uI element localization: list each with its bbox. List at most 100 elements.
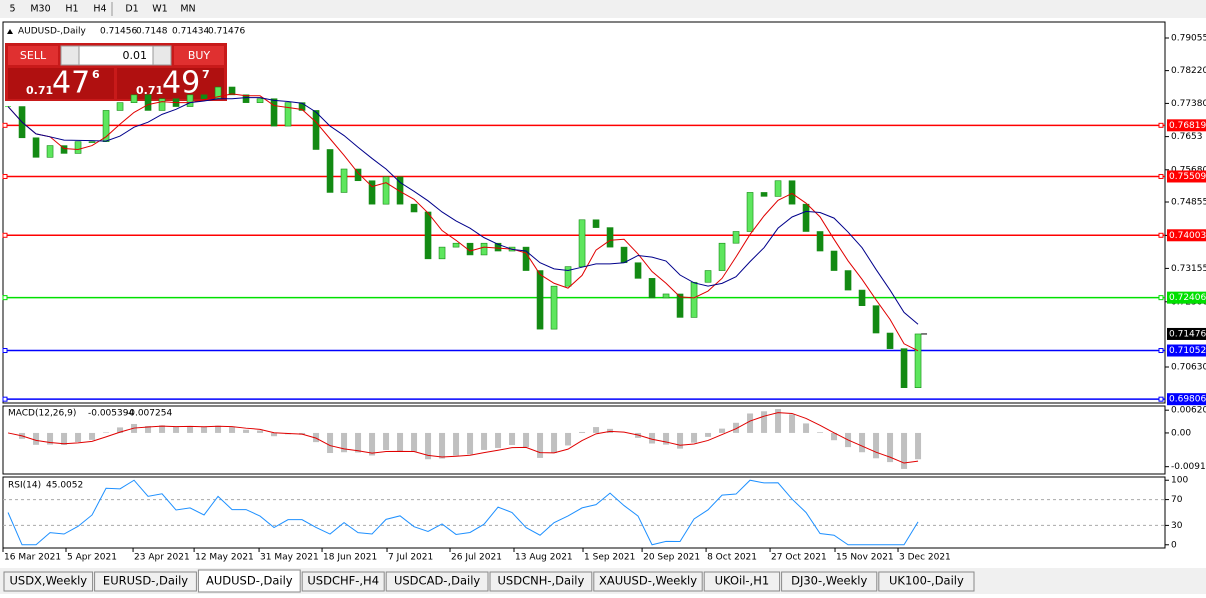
buy-price-pips: 49 — [162, 66, 200, 101]
tab-label: XAUUSD-,Weekly — [599, 574, 697, 588]
lot-up[interactable] — [153, 46, 171, 65]
timeframe-button[interactable]: H4 — [93, 4, 106, 15]
level-handle[interactable] — [1159, 174, 1163, 178]
rsi-value: 45.0052 — [46, 481, 83, 491]
candle — [579, 220, 585, 267]
level-handle[interactable] — [1159, 233, 1163, 237]
candle — [47, 146, 53, 158]
macd-bar — [369, 433, 375, 456]
macd-bar — [747, 413, 753, 432]
candle — [271, 99, 277, 126]
sell-price-pips: 47 — [52, 66, 90, 101]
macd-bar — [915, 433, 921, 459]
level-handle[interactable] — [3, 233, 7, 237]
macd-bar — [691, 433, 697, 443]
macd-bar — [593, 427, 599, 433]
tab-label: UK100-,Daily — [889, 574, 964, 588]
candle — [873, 306, 879, 333]
macd-bar — [719, 429, 725, 433]
candle — [341, 169, 347, 192]
candle — [649, 278, 655, 298]
level-handle[interactable] — [3, 397, 7, 401]
trade-panel: SELL 0.01 BUY 0.71 47 6 0.71 49 7 — [5, 43, 227, 101]
candle — [537, 271, 543, 330]
macd-bar — [873, 433, 879, 458]
candle — [887, 333, 893, 349]
y-tick-label: 0.77380 — [1171, 99, 1206, 109]
macd-bar — [509, 433, 515, 445]
level-handle[interactable] — [3, 349, 7, 353]
level-label: 0.74003 — [1169, 231, 1206, 241]
candle — [411, 204, 417, 212]
y-tick-label: 0.74855 — [1171, 198, 1206, 208]
tab-label: EURUSD-,Daily — [103, 574, 188, 588]
macd-bar — [481, 433, 487, 450]
candle — [719, 243, 725, 270]
macd-bar — [75, 433, 81, 442]
x-tick-label: 26 Jul 2021 — [451, 553, 502, 563]
level-handle[interactable] — [1159, 349, 1163, 353]
level-handle[interactable] — [1159, 397, 1163, 401]
timeframe-button[interactable]: H1 — [65, 4, 78, 15]
timeframe-button[interactable]: MN — [180, 4, 195, 15]
macd-bar — [565, 433, 571, 446]
lot-down[interactable] — [61, 46, 79, 65]
timeframe-button[interactable]: W1 — [152, 4, 167, 15]
timeframe-button[interactable]: D1 — [125, 4, 138, 15]
candle — [439, 247, 445, 259]
ohlc-value: 0.71434 — [172, 27, 209, 37]
macd-bar — [537, 433, 543, 458]
level-label: 0.71052 — [1169, 346, 1206, 356]
x-tick-label: 1 Sep 2021 — [584, 553, 635, 563]
macd-bar — [411, 433, 417, 452]
macd-bar — [327, 433, 333, 453]
timeframe-button[interactable]: 5 — [9, 4, 15, 15]
macd-bar — [187, 426, 193, 433]
macd-label: MACD(12,26,9) — [8, 409, 76, 419]
candle — [775, 181, 781, 197]
macd-bar — [215, 426, 221, 433]
y-tick-label: 0.79055 — [1171, 34, 1206, 44]
tab-label: USDX,Weekly — [9, 574, 87, 588]
x-tick-label: 16 Mar 2021 — [4, 553, 61, 563]
candle — [159, 99, 165, 111]
rsi-y-tick-label: 0 — [1171, 540, 1177, 550]
level-handle[interactable] — [1159, 123, 1163, 127]
macd-bar — [453, 433, 459, 456]
timeframe-button[interactable]: M30 — [30, 4, 50, 15]
tab-label: USDCAD-,Daily — [394, 574, 480, 588]
level-handle[interactable] — [3, 174, 7, 178]
sell-price-big: 0.71 — [26, 84, 53, 97]
level-handle[interactable] — [1159, 296, 1163, 300]
candle — [789, 181, 795, 204]
current-price-label: 0.71476 — [1169, 329, 1206, 339]
macd-bar — [817, 432, 823, 433]
macd-bar — [173, 427, 179, 433]
candle — [187, 95, 193, 107]
candle — [453, 243, 459, 247]
tab-label: USDCHF-,H4 — [307, 574, 379, 588]
candle — [257, 99, 263, 103]
macd-bar — [677, 433, 683, 449]
level-handle[interactable] — [3, 296, 7, 300]
x-tick-label: 18 Jun 2021 — [323, 553, 377, 563]
sell-price-frac: 6 — [92, 68, 100, 81]
macd-bar — [201, 427, 207, 433]
y-tick-label: 0.70630 — [1171, 362, 1206, 372]
rsi-label: RSI(14) — [8, 481, 41, 491]
x-tick-label: 27 Oct 2021 — [771, 553, 827, 563]
symbol-label: AUDUSD-,Daily — [18, 27, 86, 37]
x-tick-label: 13 Aug 2021 — [515, 553, 573, 563]
x-tick-label: 8 Oct 2021 — [707, 553, 757, 563]
macd-bar — [859, 433, 865, 452]
candle — [761, 192, 767, 196]
candle — [33, 138, 39, 158]
x-tick-label: 31 May 2021 — [260, 553, 319, 563]
candle — [425, 212, 431, 259]
level-handle[interactable] — [3, 123, 7, 127]
macd-bar — [243, 430, 249, 433]
candle — [131, 95, 137, 103]
macd-bar — [271, 433, 277, 436]
rsi-y-tick-label: 100 — [1171, 476, 1188, 486]
